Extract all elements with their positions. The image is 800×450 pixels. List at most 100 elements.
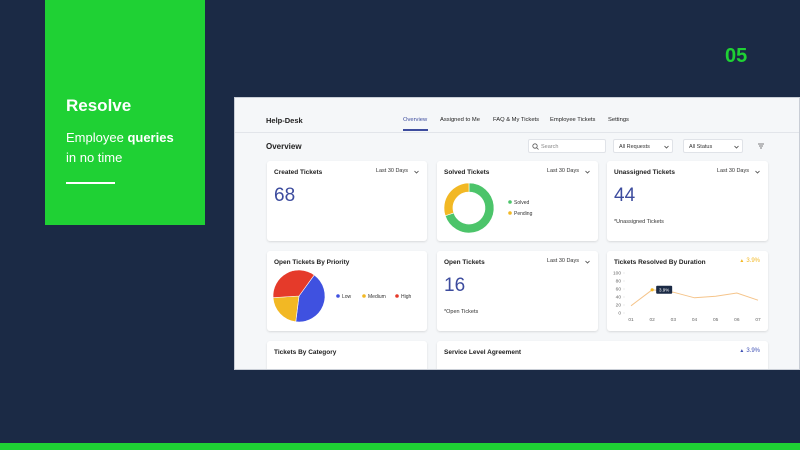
- card-value: 16: [444, 275, 466, 296]
- filter-icon[interactable]: [757, 142, 765, 150]
- period-label: Last 30 Days: [375, 168, 408, 174]
- y-tick-label: 100: [613, 271, 621, 277]
- caret: [755, 170, 760, 174]
- legend-label: Low: [342, 294, 352, 300]
- card: Solved Tickets Last 30 Days Solved Pending: [437, 161, 598, 241]
- tooltip-label: 3.9%: [659, 288, 669, 293]
- tooltip-box: [656, 285, 673, 294]
- badge: ▲ 3.9%: [739, 258, 760, 264]
- caret-shape: [664, 145, 669, 149]
- filter-label: All Status: [689, 143, 713, 150]
- card: Tickets Resolved By Duration ▲ 3.9% 0 20 40 60…: [607, 251, 768, 331]
- filter-label: All Requests: [619, 143, 650, 150]
- app-title: Help-Desk: [266, 116, 303, 125]
- badge-value: 3.9%: [746, 258, 760, 264]
- badge-arrow: ▲: [739, 348, 745, 354]
- caret-shape: [585, 260, 590, 264]
- x-tick-label: 03: [671, 317, 677, 323]
- period-dropdown[interactable]: Last 30 Days: [546, 168, 590, 174]
- tab[interactable]: Employee Tickets: [550, 117, 596, 123]
- tab[interactable]: Overview: [403, 117, 428, 123]
- y-tick-label: 60: [616, 287, 622, 293]
- period-label: Last 30 Days: [546, 168, 579, 174]
- legend-dot: [508, 211, 512, 215]
- period-dropdown[interactable]: Last 30 Days: [375, 168, 419, 174]
- legend-label: Medium: [368, 294, 386, 300]
- legend-label: Solved: [514, 200, 530, 206]
- tab[interactable]: FAQ & My Tickets: [493, 117, 540, 123]
- card-title: Solved Tickets: [444, 169, 490, 176]
- tagline-bold: queries: [127, 130, 174, 145]
- card-title: Open Tickets By Priority: [274, 259, 350, 266]
- caret: [414, 170, 419, 174]
- card-title: Unassigned Tickets: [614, 169, 675, 176]
- card: Created Tickets Last 30 Days 68: [267, 161, 427, 241]
- header-divider: [235, 132, 799, 133]
- tagline: Employee queries in no time: [66, 128, 201, 168]
- donut-slice: [444, 182, 495, 234]
- card-value: 44: [614, 185, 636, 206]
- slide-number: 05: [725, 45, 748, 67]
- page-title: Overview: [266, 142, 302, 151]
- card-note: *Open Tickets: [444, 309, 479, 315]
- legend-dot: [395, 294, 399, 298]
- screenshot: Help-Desk Overview Search Created Ticket…: [234, 97, 800, 370]
- card-title: Service Level Agreement: [444, 349, 522, 356]
- caret-shape: [755, 170, 760, 174]
- line-series: [630, 289, 759, 307]
- x-tick-label: 04: [692, 317, 698, 323]
- legend-dot: [336, 294, 340, 298]
- period-label: Last 30 Days: [546, 258, 579, 264]
- card-title: Tickets Resolved By Duration: [614, 259, 706, 266]
- legend-dot: [362, 294, 366, 298]
- legend-dot: [508, 200, 512, 204]
- period-dropdown[interactable]: Last 30 Days: [716, 168, 760, 174]
- tagline-plain: Employee: [66, 130, 124, 145]
- chart: Solved Pending: [443, 182, 533, 234]
- x-tick-label: 01: [628, 317, 634, 323]
- underline: [66, 182, 115, 184]
- tab-underline: [403, 129, 428, 131]
- legend-label: Pending: [514, 211, 533, 217]
- search-icon: [532, 143, 539, 150]
- card: Tickets By Category: [267, 341, 427, 369]
- card: Service Level Agreement ▲ 3.9%: [437, 341, 768, 369]
- caret-shape: [734, 145, 739, 149]
- card-note: *Unassigned Tickets: [614, 219, 664, 225]
- filter-dropdown[interactable]: All Status: [683, 139, 743, 153]
- donut-slice: [443, 182, 470, 217]
- card-title: Created Tickets: [274, 169, 323, 176]
- caret-shape: [585, 170, 590, 174]
- caret: [585, 170, 590, 174]
- search-placeholder: Search: [541, 143, 559, 150]
- card: Open Tickets By Priority Low Medium High: [267, 251, 427, 331]
- card: Open Tickets Last 30 Days 16 *Open Tickets: [437, 251, 598, 331]
- tab[interactable]: Settings: [608, 117, 629, 123]
- tab[interactable]: Assigned to Me: [440, 117, 480, 123]
- period-label: Last 30 Days: [716, 168, 749, 174]
- period-dropdown[interactable]: Last 30 Days: [546, 258, 590, 264]
- y-tick-label: 0: [618, 311, 621, 317]
- highlight-point: [650, 288, 654, 292]
- card-title: Open Tickets: [444, 259, 485, 266]
- bottom-strip: [0, 443, 800, 450]
- chart: Low Medium High: [272, 269, 412, 323]
- x-tick-label: 06: [734, 317, 740, 323]
- green-panel: Resolve Employee queries in no time: [45, 0, 205, 225]
- tagline-rest: in no time: [66, 150, 123, 165]
- y-tick-label: 20: [616, 303, 622, 309]
- pie-slice: [295, 274, 326, 323]
- pie-slice: [272, 295, 300, 323]
- caret: [585, 260, 590, 264]
- x-tick-label: 05: [713, 317, 719, 323]
- search-box[interactable]: Search: [528, 139, 606, 153]
- pie-slice: [272, 269, 315, 298]
- badge-value: 3.9%: [746, 348, 760, 354]
- chart: 0 20 40 60 80 100 01 02 03 04 05 06 07 3.9%: [613, 271, 761, 323]
- x-tick-label: 02: [649, 317, 655, 323]
- badge: ▲ 3.9%: [739, 348, 760, 354]
- filter-dropdown[interactable]: All Requests: [613, 139, 673, 153]
- card-title: Tickets By Category: [274, 349, 337, 356]
- card: Unassigned Tickets Last 30 Days 44 *Unassig…: [607, 161, 768, 241]
